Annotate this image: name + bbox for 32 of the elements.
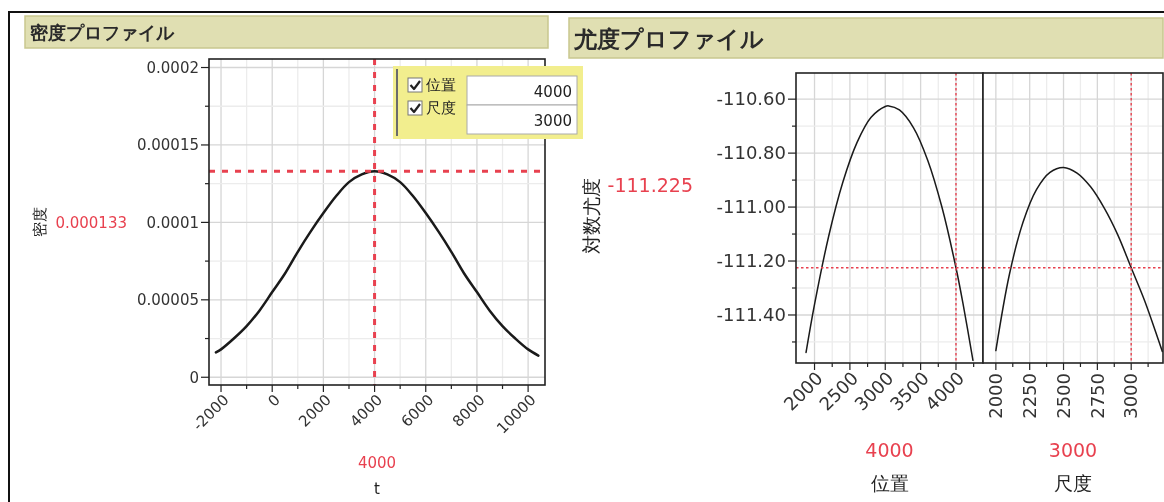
- annotation: 3000: [533, 112, 572, 130]
- y-tick-label: -111.40: [716, 304, 786, 326]
- x-tick-label: 2500: [1052, 373, 1074, 419]
- x-axis-title: 位置: [870, 472, 909, 494]
- y-tick-label: 0.00005: [136, 291, 199, 310]
- x-axis-title: 尺度: [1054, 472, 1092, 494]
- ref-line-label: 3000: [1048, 439, 1098, 461]
- ref-line-label: -111.225: [607, 174, 693, 196]
- ref-line-label: 0.000133: [55, 214, 127, 232]
- y-axis-title: 密度: [31, 207, 50, 237]
- y-tick-label: -111.00: [716, 196, 786, 218]
- annotation: 4000: [533, 83, 572, 101]
- ref-line-label: 4000: [357, 454, 397, 472]
- y-tick-label: -110.80: [716, 142, 786, 164]
- ref-line-label: 4000: [865, 439, 914, 461]
- x-tick-label: 3000: [1120, 373, 1142, 419]
- chart-title: 尤度プロファイル: [573, 26, 764, 52]
- annotation: 尺度: [426, 99, 456, 117]
- x-tick-label: 0: [264, 390, 284, 411]
- y-tick-label: 0.0002: [146, 58, 199, 77]
- x-tick-label: 2250: [1018, 373, 1040, 419]
- y-tick-label: 0.0001: [146, 213, 199, 232]
- y-tick-label: -110.60: [716, 88, 786, 110]
- chart-title: 密度プロファイル: [30, 22, 175, 43]
- x-tick-label: 2000: [985, 373, 1007, 419]
- y-axis-title: 対数尤度: [579, 178, 602, 254]
- x-axis-title: t: [374, 480, 381, 498]
- y-tick-label: -111.20: [716, 250, 786, 272]
- x-tick-label: 2750: [1086, 373, 1108, 419]
- y-tick-label: 0.00015: [136, 136, 199, 155]
- annotation: 位置: [426, 76, 456, 94]
- line-series: [214, 170, 540, 357]
